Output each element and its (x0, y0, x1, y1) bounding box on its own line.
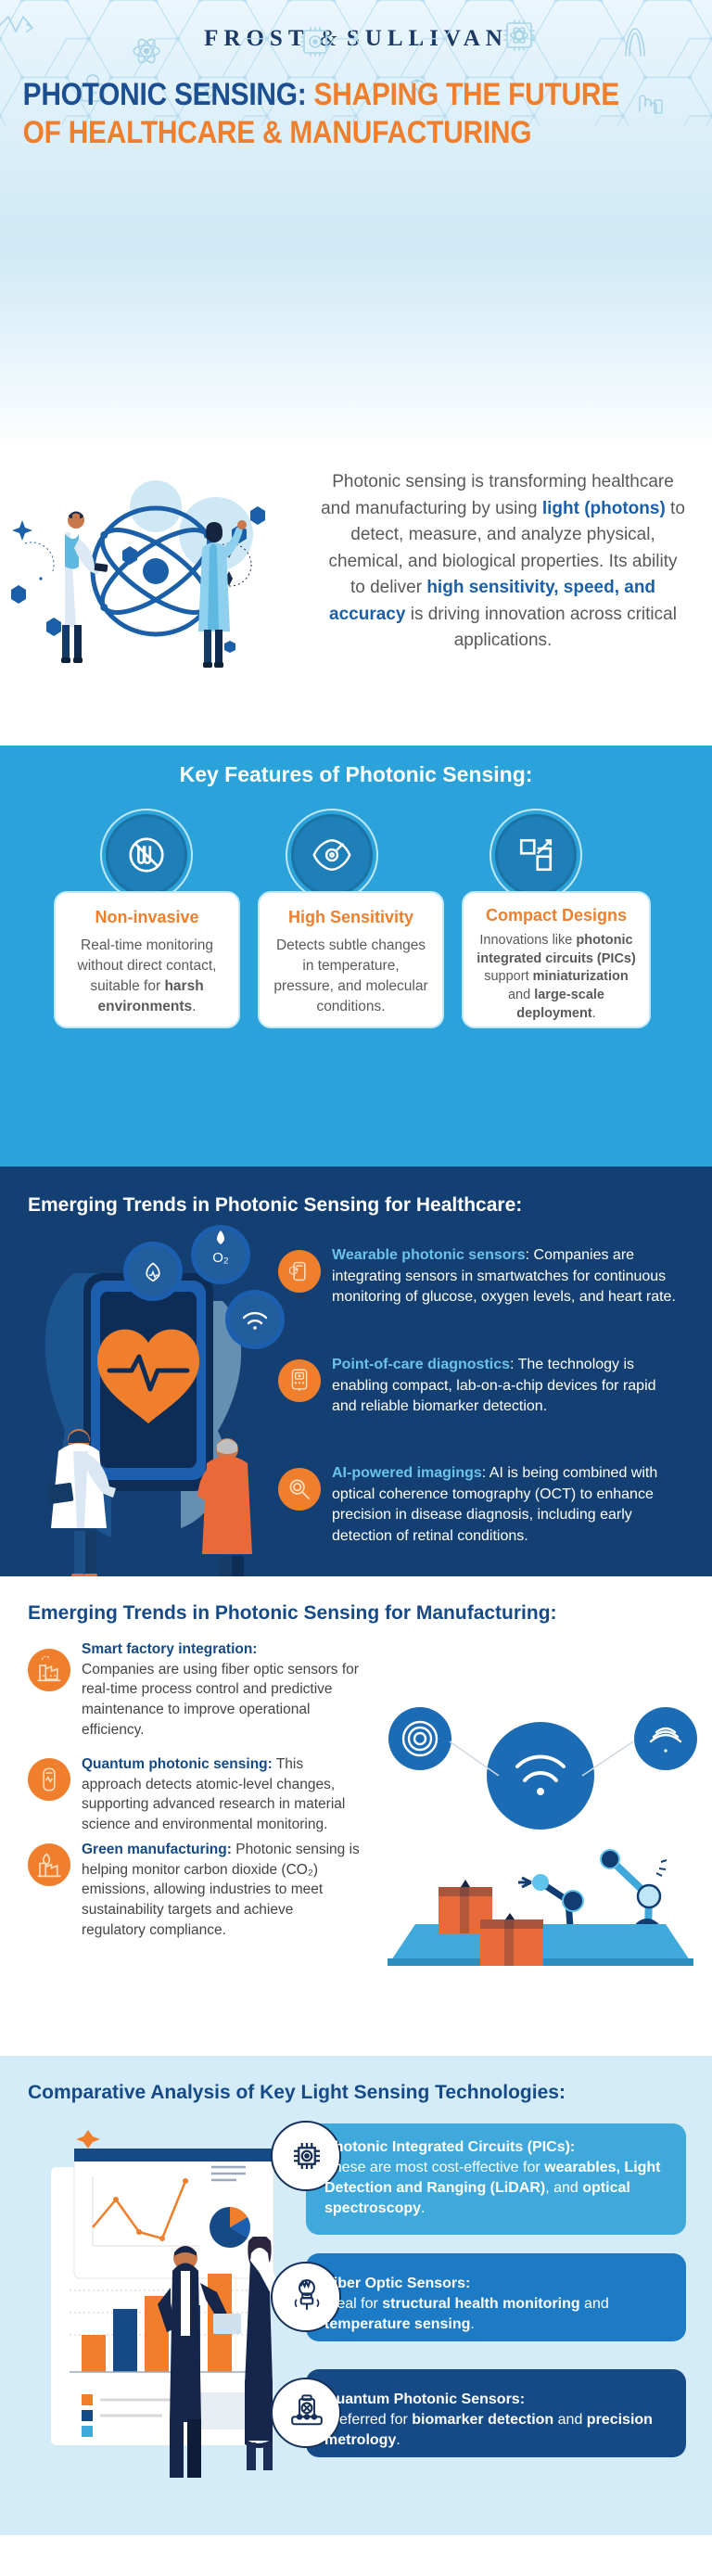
svg-text:O₂: O₂ (212, 1250, 229, 1266)
